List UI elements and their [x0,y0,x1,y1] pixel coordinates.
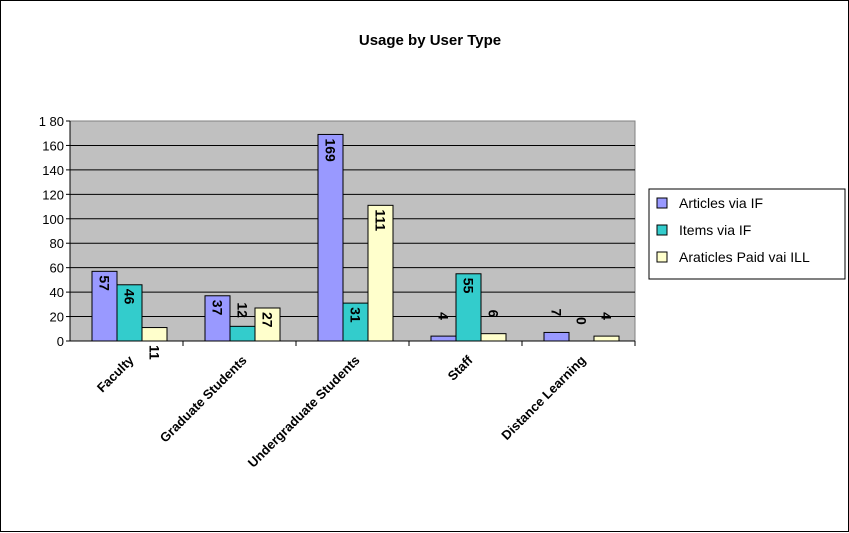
y-tick-label: 40 [50,285,64,300]
y-tick-label: 120 [42,187,64,202]
data-label: 46 [122,289,138,305]
data-label: 4 [436,312,452,320]
legend-label: Araticles Paid vai ILL [679,249,810,265]
x-tick-label: Staff [445,352,477,384]
legend-label: Articles via IF [679,195,763,211]
y-tick-label: 160 [42,138,64,153]
x-tick-label: Faculty [94,352,137,395]
data-label: 7 [549,308,565,316]
legend-swatch [656,224,668,236]
bar [342,302,369,342]
x-tick-label: Undergraduate Students [245,353,363,471]
bar [367,204,394,342]
data-label: 0 [574,317,590,325]
y-tick-label: 1 80 [39,114,64,129]
bar [593,335,620,342]
data-label: 55 [461,278,477,294]
data-label: 6 [486,310,502,318]
y-tick-label: 0 [57,334,64,349]
chart-title: Usage by User Type [359,32,501,49]
data-label: 11 [147,345,163,360]
data-label: 37 [210,300,226,316]
bar [455,273,482,342]
x-tick-label: Graduate Students [157,353,250,446]
bar [204,295,231,342]
legend-swatch [656,251,668,263]
y-tick-label: 20 [50,310,64,325]
legend-swatch [656,197,668,209]
y-tick-label: 100 [42,212,64,227]
data-label: 12 [235,302,251,318]
data-label: 57 [97,275,113,291]
legend-label: Items via IF [679,222,751,238]
bar [141,327,168,342]
bar [317,133,344,342]
data-label: 27 [260,312,276,328]
legend-box [648,188,846,280]
bar [229,325,256,342]
data-label: 111 [373,209,389,231]
legend: Articles via IF Items via IF Araticles Pai… [648,188,846,280]
bar [116,284,143,342]
data-label: 169 [323,138,339,162]
y-tick-label: 140 [42,163,64,178]
y-tick-label: 80 [50,236,64,251]
bar [480,333,507,342]
bar [430,335,457,342]
data-label: 4 [599,312,615,320]
y-tick-label: 60 [50,261,64,276]
data-label: 31 [348,307,364,323]
bar [543,331,570,342]
x-tick-label: Distance Learning [498,352,588,442]
